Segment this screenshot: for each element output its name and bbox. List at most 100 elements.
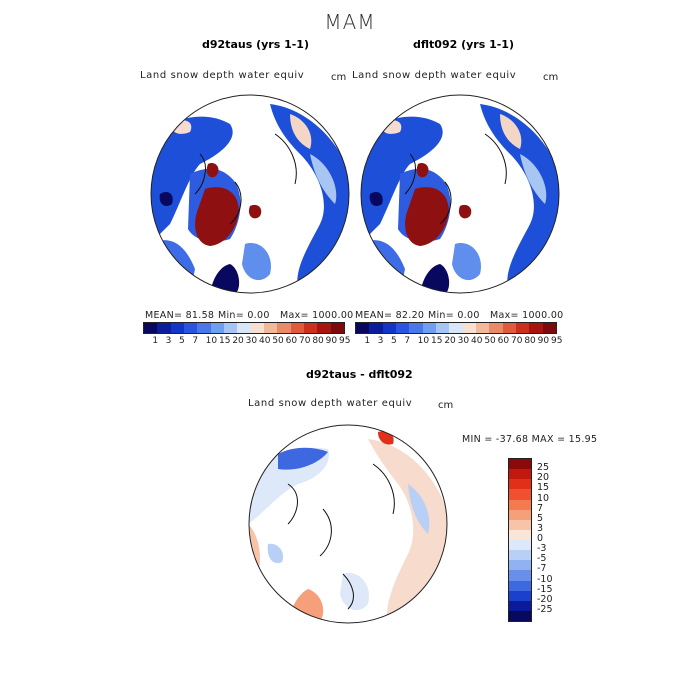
- panel-1-mean: MEAN= 81.58: [145, 310, 215, 321]
- colorbar-swatch: [157, 323, 171, 333]
- colorbar-swatch: [422, 323, 436, 333]
- colorbar-swatch: [509, 540, 531, 551]
- colorbar-swatch: [509, 479, 531, 490]
- colorbar-swatch: [502, 323, 516, 333]
- colorbar-tick-label: 80: [524, 336, 536, 346]
- colorbar-swatch: [489, 323, 503, 333]
- colorbar-tick-label: 5: [391, 336, 397, 346]
- colorbar-tick-label: 60: [285, 336, 298, 346]
- colorbar-swatch: [183, 323, 198, 333]
- panel-2-unit-label: cm: [543, 72, 559, 83]
- colorbar-tick-label: -15: [537, 583, 553, 595]
- panel-1-max: Max= 1000.00: [280, 310, 354, 321]
- colorbar-swatch: [509, 550, 531, 561]
- panel-1-min: Min= 0.00: [218, 310, 270, 321]
- colorbar-swatch: [509, 560, 531, 571]
- colorbar-swatch: [277, 323, 291, 333]
- colorbar-swatch: [509, 499, 531, 510]
- panel-1-polar-map: [150, 94, 350, 294]
- colorbar-tick-label: 3: [165, 336, 172, 346]
- colorbar-swatch: [223, 323, 238, 333]
- colorbar-swatch: [509, 590, 531, 601]
- colorbar-tick-label: 50: [484, 336, 496, 346]
- panel-3-unit-label: cm: [438, 400, 454, 411]
- panel-2-polar-map: [360, 94, 560, 294]
- figure-title: MAM: [324, 10, 376, 34]
- colorbar-tick-label: 80: [312, 336, 324, 346]
- colorbar-swatch: [356, 323, 370, 333]
- panel-3-field-label: Land snow depth water equiv: [248, 398, 413, 409]
- colorbar-tick-label: 15: [431, 336, 443, 346]
- colorbar-tick-label: 90: [537, 336, 550, 346]
- colorbar-swatch: [170, 323, 184, 333]
- colorbar-swatch: [369, 323, 383, 333]
- colorbar-swatch: [509, 509, 531, 520]
- colorbar-swatch: [144, 323, 158, 333]
- colorbar-tick-label: 1: [152, 336, 159, 346]
- colorbar-swatch: [509, 529, 531, 540]
- colorbar-swatch: [382, 323, 396, 333]
- colorbar-swatch: [462, 323, 476, 333]
- colorbar-tick-label: 40: [471, 336, 483, 346]
- colorbar-tick-label: 95: [551, 336, 563, 346]
- panel-1-unit-label: cm: [331, 72, 347, 83]
- colorbar-tick-label: 30: [245, 336, 258, 346]
- colorbar-tick-label: 7: [404, 336, 411, 346]
- colorbar-swatch: [330, 323, 344, 333]
- colorbar-tick-label: 10: [537, 492, 550, 504]
- colorbar-swatch: [210, 323, 224, 333]
- panel-1-title: d92taus (yrs 1-1): [202, 38, 309, 51]
- colorbar-tick-label: 3: [537, 522, 544, 534]
- colorbar-tick-label: -3: [537, 543, 547, 555]
- colorbar-swatch: [449, 323, 463, 333]
- colorbar-swatch: [509, 600, 531, 611]
- colorbar-tick-label: 20: [537, 472, 550, 484]
- panel-2-mean: MEAN= 82.20: [355, 310, 425, 321]
- colorbar-swatch: [509, 519, 531, 530]
- colorbar-tick-label: 70: [511, 336, 523, 346]
- colorbar-tick-label: 10: [205, 336, 218, 346]
- colorbar-tick-label: 95: [339, 336, 351, 346]
- colorbar-tick-label: 7: [537, 502, 544, 514]
- panel-2-max: Max= 1000.00: [490, 310, 564, 321]
- panel-2-colorbar: [355, 322, 557, 334]
- colorbar-tick-label: 50: [272, 336, 284, 346]
- colorbar-tick-label: 3: [377, 336, 384, 346]
- colorbar-swatch: [250, 323, 264, 333]
- colorbar-tick-label: 90: [325, 336, 338, 346]
- colorbar-tick-label: 10: [417, 336, 430, 346]
- colorbar-swatch: [317, 323, 331, 333]
- colorbar-tick-label: 30: [457, 336, 470, 346]
- colorbar-tick-label: -25: [537, 603, 553, 615]
- colorbar-tick-label: 20: [232, 336, 244, 346]
- colorbar-tick-label: -20: [537, 593, 553, 605]
- colorbar-swatch: [509, 459, 531, 470]
- colorbar-swatch: [237, 323, 251, 333]
- colorbar-swatch: [475, 323, 490, 333]
- colorbar-swatch: [509, 469, 531, 480]
- panel-1-field-label: Land snow depth water equiv: [140, 70, 305, 81]
- colorbar-tick-label: 0: [537, 533, 544, 544]
- colorbar-swatch: [509, 570, 531, 581]
- colorbar-tick-label: 5: [537, 512, 544, 524]
- colorbar-swatch: [395, 323, 410, 333]
- colorbar-tick-label: 1: [364, 336, 371, 346]
- panel-2-field-label: Land snow depth water equiv: [352, 70, 517, 81]
- colorbar-swatch: [197, 323, 211, 333]
- colorbar-swatch: [303, 323, 318, 333]
- panel-3-title: d92taus - dflt092: [306, 368, 413, 381]
- colorbar-swatch: [542, 323, 556, 333]
- colorbar-tick-label: 40: [259, 336, 271, 346]
- panel-2-title: dflt092 (yrs 1-1): [413, 38, 514, 51]
- colorbar-tick-label: 70: [299, 336, 311, 346]
- colorbar-swatch: [435, 323, 450, 333]
- colorbar-swatch: [509, 489, 531, 500]
- panel-2-min: Min= 0.00: [428, 310, 480, 321]
- colorbar-tick-label: 7: [192, 336, 199, 346]
- colorbar-tick-label: -10: [537, 573, 553, 585]
- colorbar-swatch: [409, 323, 423, 333]
- panel-3-polar-map: [248, 424, 448, 624]
- colorbar-tick-label: 15: [219, 336, 231, 346]
- panel-3-colorbar: [508, 458, 532, 622]
- colorbar-swatch: [515, 323, 530, 333]
